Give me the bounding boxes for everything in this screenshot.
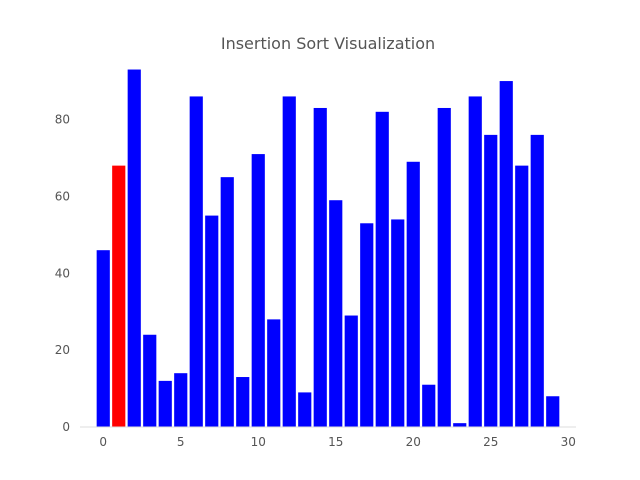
bar-0: [96, 250, 110, 427]
bar-6: [189, 96, 203, 427]
x-tick-label: 25: [483, 435, 498, 449]
x-tick-label: 30: [561, 435, 576, 449]
bar-13: [298, 392, 312, 427]
bar-10: [251, 154, 265, 427]
bar-26: [499, 81, 513, 427]
bar-14: [313, 107, 327, 427]
bar-23: [453, 423, 467, 427]
y-tick-label: 0: [62, 420, 70, 434]
bars-group: [96, 69, 560, 428]
x-tick-label: 15: [328, 435, 343, 449]
x-tick-label: 10: [251, 435, 266, 449]
bar-20: [406, 161, 420, 427]
bar-5: [174, 373, 188, 427]
x-tick-labels: 0 5 10 15 20 25 30: [99, 435, 575, 449]
y-tick-labels: 0 20 40 60 80: [55, 113, 70, 435]
bar-9: [236, 377, 250, 427]
bar-21: [422, 384, 436, 427]
bar-7: [205, 215, 219, 427]
bar-2: [127, 69, 141, 427]
bar-4: [158, 380, 172, 428]
bar-3: [143, 334, 157, 427]
x-tick-label: 0: [99, 435, 107, 449]
bar-17: [360, 223, 374, 427]
y-tick-label: 60: [55, 189, 70, 203]
bar-18: [375, 111, 389, 427]
bar-8: [220, 177, 234, 427]
bar-15: [329, 200, 343, 427]
bar-22: [437, 107, 451, 427]
x-tick-label: 20: [406, 435, 421, 449]
bar-27: [515, 165, 529, 428]
bar-24: [468, 96, 482, 427]
y-tick-label: 40: [55, 266, 70, 280]
bar-16: [344, 315, 358, 427]
bar-11: [267, 319, 281, 428]
bar-28: [530, 134, 544, 428]
chart-title: Insertion Sort Visualization: [221, 34, 435, 53]
bar-19: [391, 219, 405, 427]
bar-1: [112, 165, 126, 428]
y-tick-label: 80: [55, 113, 70, 127]
y-tick-label: 20: [55, 343, 70, 357]
bar-25: [484, 134, 498, 428]
bar-29: [546, 396, 560, 427]
bar-12: [282, 96, 296, 427]
x-tick-label: 5: [177, 435, 185, 449]
